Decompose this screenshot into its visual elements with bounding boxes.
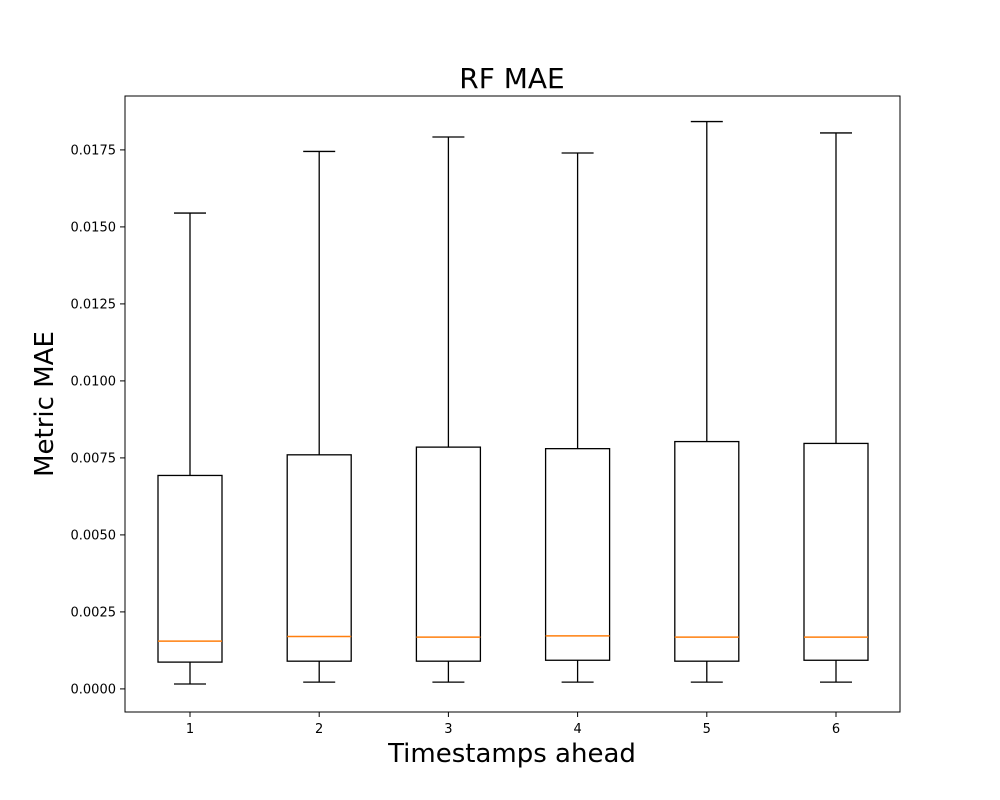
box-group-3 bbox=[415, 136, 482, 683]
box-group-2 bbox=[286, 150, 352, 683]
x-tick-label: 1 bbox=[186, 722, 194, 737]
y-tick-label: 0.0025 bbox=[71, 605, 117, 620]
y-tick-label: 0.0075 bbox=[71, 451, 117, 466]
iqr-box bbox=[415, 446, 482, 662]
y-tick-label: 0.0050 bbox=[71, 528, 117, 543]
x-tick-label: 4 bbox=[573, 722, 581, 737]
iqr-box bbox=[286, 454, 352, 662]
box-group-6 bbox=[803, 132, 869, 683]
iqr-box bbox=[803, 442, 869, 661]
chart-title: RF MAE bbox=[459, 62, 564, 95]
plot-area-frame bbox=[124, 95, 901, 713]
y-tick-label: 0.0125 bbox=[71, 297, 117, 312]
y-tick-label: 0.0000 bbox=[71, 682, 117, 697]
x-tick-label: 5 bbox=[703, 722, 711, 737]
y-tick-label: 0.0150 bbox=[71, 220, 117, 235]
box-group-4 bbox=[544, 152, 611, 683]
box-group-1 bbox=[157, 212, 223, 685]
box-group-5 bbox=[674, 120, 740, 683]
y-tick-label: 0.0100 bbox=[71, 374, 117, 389]
y-axis: 0.0000 0.0025 0.0050 0.0075 0.0100 0.0125 0.01… bbox=[71, 143, 125, 697]
x-tick-label: 2 bbox=[315, 722, 323, 737]
y-axis-label: Metric MAE bbox=[30, 331, 60, 477]
x-axis-label: Timestamps ahead bbox=[387, 739, 636, 769]
iqr-box bbox=[674, 440, 740, 662]
y-tick-label: 0.0175 bbox=[71, 143, 117, 158]
boxes-layer bbox=[157, 120, 869, 685]
x-tick-label: 6 bbox=[832, 722, 840, 737]
iqr-box bbox=[544, 448, 611, 661]
x-axis: 1 2 3 4 5 6 bbox=[186, 712, 840, 737]
iqr-box bbox=[157, 474, 223, 663]
x-tick-label: 3 bbox=[444, 722, 452, 737]
